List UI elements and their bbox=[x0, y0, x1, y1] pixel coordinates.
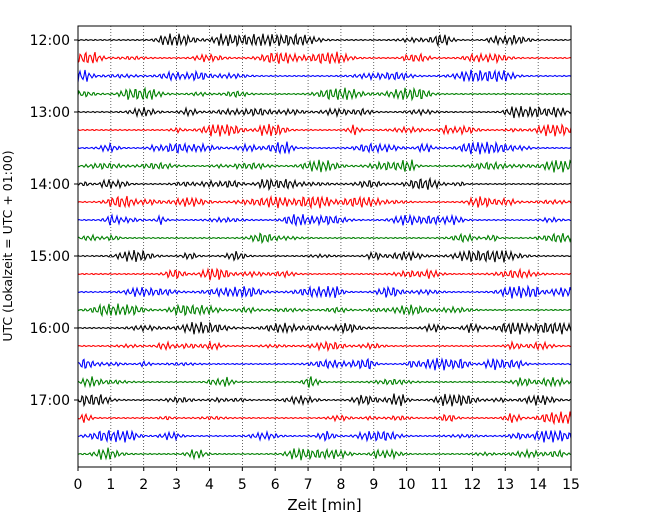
x-tick-label: 6 bbox=[271, 477, 280, 493]
trace-line bbox=[77, 340, 572, 353]
x-tick-label: 2 bbox=[139, 477, 148, 493]
y-tick-label: 13:00 bbox=[30, 105, 70, 121]
x-axis-ticks: 0 1 2 3 4 5 6 7 8 9 10 11 12 13 14 15 bbox=[74, 467, 580, 493]
plot-area bbox=[78, 26, 571, 467]
plot-frame bbox=[77, 25, 572, 468]
x-tick-label: 12 bbox=[463, 477, 481, 493]
trace-line bbox=[77, 376, 572, 389]
trace-line bbox=[77, 232, 572, 245]
trace-line bbox=[77, 447, 572, 461]
x-tick-label: 15 bbox=[562, 477, 580, 493]
x-tick-label: 3 bbox=[172, 477, 181, 493]
trace-line bbox=[77, 249, 572, 263]
y-tick-label: 12:00 bbox=[30, 33, 70, 49]
x-tick-label: 5 bbox=[238, 477, 247, 493]
y-axis-ticks: 12:00 13:00 14:00 15:00 16:00 17:00 bbox=[30, 33, 78, 409]
trace-line bbox=[77, 303, 572, 318]
y-tick-label: 14:00 bbox=[30, 177, 70, 193]
seismogram-traces bbox=[77, 32, 572, 461]
x-tick-label: 0 bbox=[74, 477, 83, 493]
x-tick-label: 1 bbox=[106, 477, 115, 493]
trace-line bbox=[77, 411, 572, 426]
trace-line bbox=[77, 284, 572, 299]
trace-line bbox=[77, 357, 572, 371]
x-tick-label: 9 bbox=[369, 477, 378, 493]
x-tick-label: 8 bbox=[336, 477, 345, 493]
x-tick-label: 10 bbox=[398, 477, 416, 493]
trace-line bbox=[77, 68, 572, 83]
trace-line bbox=[77, 140, 572, 155]
x-tick-label: 14 bbox=[529, 477, 547, 493]
trace-line bbox=[77, 213, 572, 227]
y-tick-label: 16:00 bbox=[30, 321, 70, 337]
y-axis-label: UTC (Lokalzeit = UTC + 01:00) bbox=[0, 150, 15, 341]
trace-line bbox=[77, 51, 572, 65]
trace-line bbox=[77, 32, 572, 48]
trace-line bbox=[77, 393, 572, 408]
y-tick-label: 15:00 bbox=[30, 249, 70, 265]
trace-line bbox=[77, 176, 572, 192]
trace-line bbox=[77, 267, 572, 281]
trace-line bbox=[77, 429, 572, 444]
x-tick-label: 13 bbox=[496, 477, 514, 493]
trace-line bbox=[77, 86, 572, 102]
y-tick-label: 17:00 bbox=[30, 393, 70, 409]
trace-line bbox=[77, 123, 572, 137]
trace-line bbox=[77, 159, 572, 173]
trace-line bbox=[77, 194, 572, 210]
trace-line bbox=[77, 321, 572, 335]
x-tick-label: 7 bbox=[304, 477, 313, 493]
x-tick-label: 4 bbox=[205, 477, 214, 493]
x-tick-label: 11 bbox=[431, 477, 449, 493]
x-axis-label: Zeit [min] bbox=[287, 496, 361, 514]
trace-line bbox=[77, 105, 572, 119]
